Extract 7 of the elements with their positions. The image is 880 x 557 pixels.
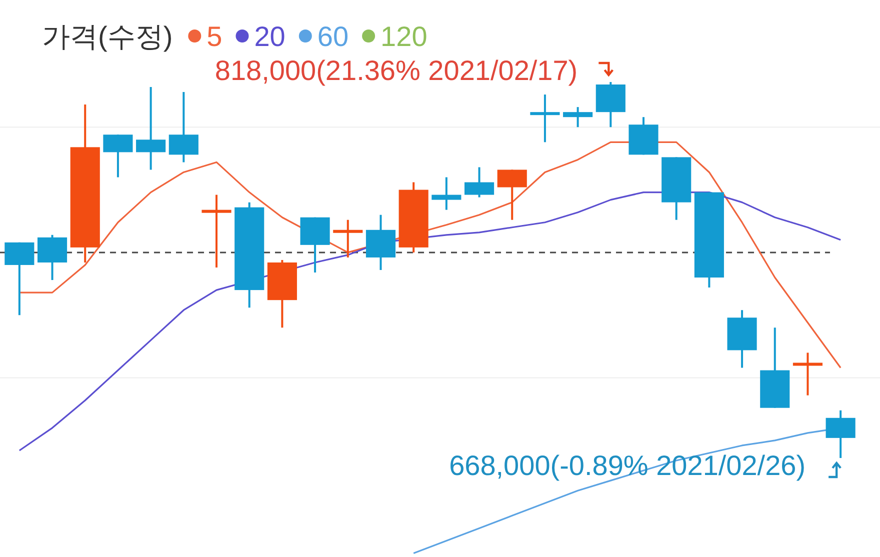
legend-title: 가격(수정) — [42, 21, 173, 52]
legend-label: 20 — [254, 21, 286, 52]
annotation: 818,000(21.36% 2021/02/17) — [214, 55, 578, 86]
annotation: 668,000(-0.89% 2021/02/26) — [449, 450, 806, 481]
legend-label: 60 — [317, 21, 349, 52]
legend-label: 120 — [380, 21, 428, 52]
legend-label: 5 — [206, 21, 222, 52]
